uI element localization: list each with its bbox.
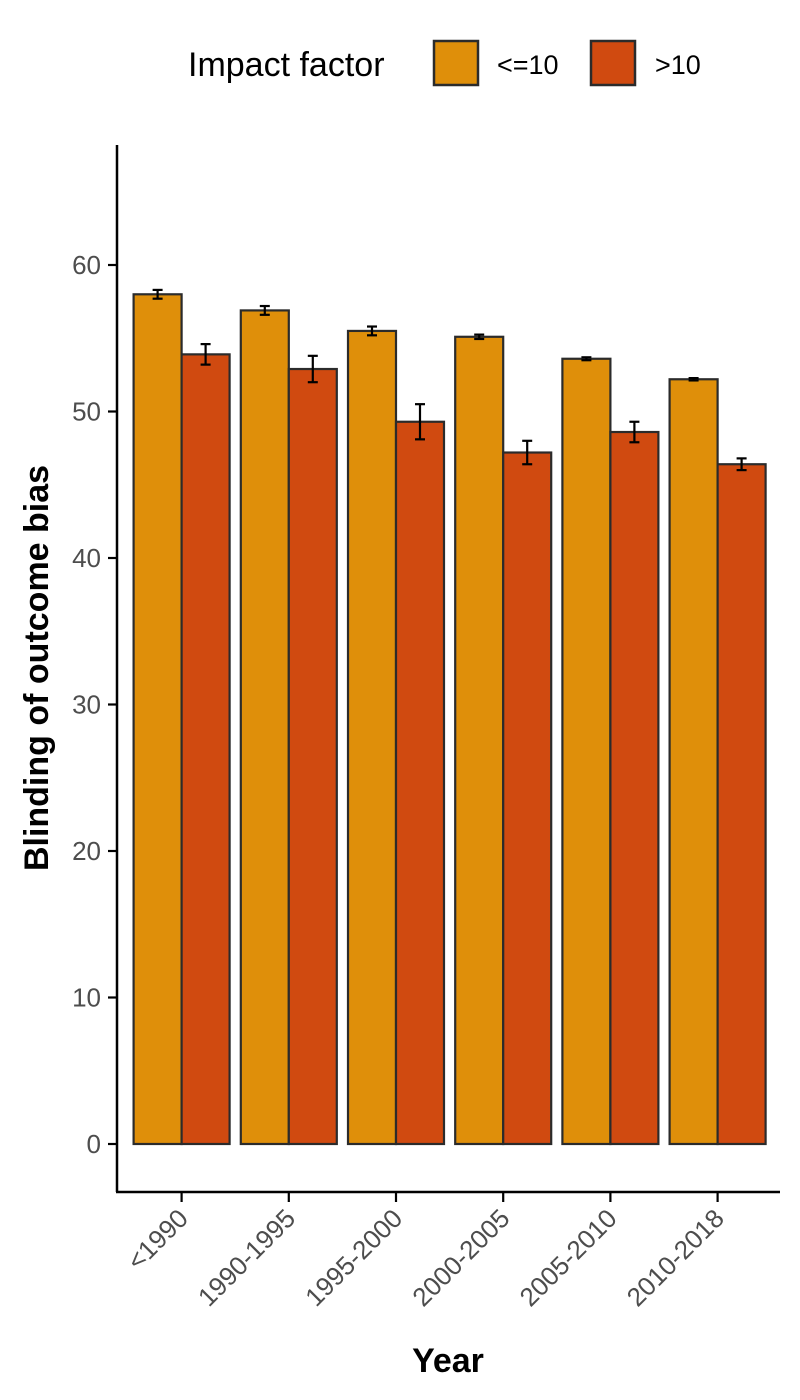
bar-high-3 <box>502 451 553 1146</box>
error-bar-low-1 <box>259 304 270 316</box>
error-bar-high-5 <box>736 457 747 472</box>
legend-swatch-low <box>432 39 480 87</box>
bar-high-5 <box>716 463 767 1146</box>
error-bar-low-5 <box>688 376 699 382</box>
legend: Impact factor <=10 >10 <box>188 39 701 87</box>
bar-high-4 <box>609 430 660 1146</box>
bar-high-1 <box>287 367 338 1146</box>
x-tick-label-5: 2010-2018 <box>621 1203 730 1312</box>
error-bars-group <box>152 288 747 472</box>
bar-low-0 <box>132 293 183 1146</box>
bar-high-2 <box>394 420 446 1146</box>
x-tick-label-1: 1990-1995 <box>192 1203 301 1312</box>
x-axis-ticks: <19901990-19951995-20002000-20052005-201… <box>121 1192 730 1312</box>
error-bar-high-4 <box>629 420 640 444</box>
y-tick-label-10: 10 <box>72 983 101 1013</box>
legend-swatch-high <box>589 39 637 87</box>
bar-high-0 <box>180 353 231 1146</box>
bar-low-3 <box>454 335 505 1146</box>
legend-title: Impact factor <box>188 46 385 84</box>
error-bar-high-1 <box>307 354 318 384</box>
y-tick-label-30: 30 <box>72 690 101 720</box>
y-tick-label-20: 20 <box>72 836 101 866</box>
x-axis-title: Year <box>412 1342 484 1380</box>
y-tick-label-50: 50 <box>72 397 101 427</box>
y-axis-ticks: 0 10 20 30 40 50 60 <box>72 250 117 1159</box>
y-tick-label-0: 0 <box>87 1129 101 1159</box>
error-bar-low-4 <box>581 356 592 362</box>
x-tick-label-2: 1995-2000 <box>299 1203 408 1312</box>
legend-label-high: >10 <box>655 50 701 80</box>
y-tick-label-40: 40 <box>72 543 101 573</box>
error-bar-high-2 <box>415 403 425 441</box>
x-tick-label-3: 2000-2005 <box>406 1203 515 1312</box>
bar-low-2 <box>346 329 398 1146</box>
error-bar-low-0 <box>152 288 163 300</box>
y-axis-title: Blinding of outcome bias <box>18 465 56 871</box>
legend-label-low: <=10 <box>497 50 559 80</box>
x-tick-label-4: 2005-2010 <box>514 1203 623 1312</box>
bar-low-4 <box>561 357 612 1146</box>
bars-group <box>132 293 767 1146</box>
x-tick-label-0: <1990 <box>121 1203 194 1276</box>
error-bar-high-0 <box>200 343 211 366</box>
bar-low-1 <box>239 309 290 1146</box>
error-bar-high-3 <box>522 439 533 466</box>
error-bar-low-2 <box>367 325 377 337</box>
y-tick-label-60: 60 <box>72 250 101 280</box>
bar-low-5 <box>668 378 719 1146</box>
error-bar-low-3 <box>474 333 485 341</box>
